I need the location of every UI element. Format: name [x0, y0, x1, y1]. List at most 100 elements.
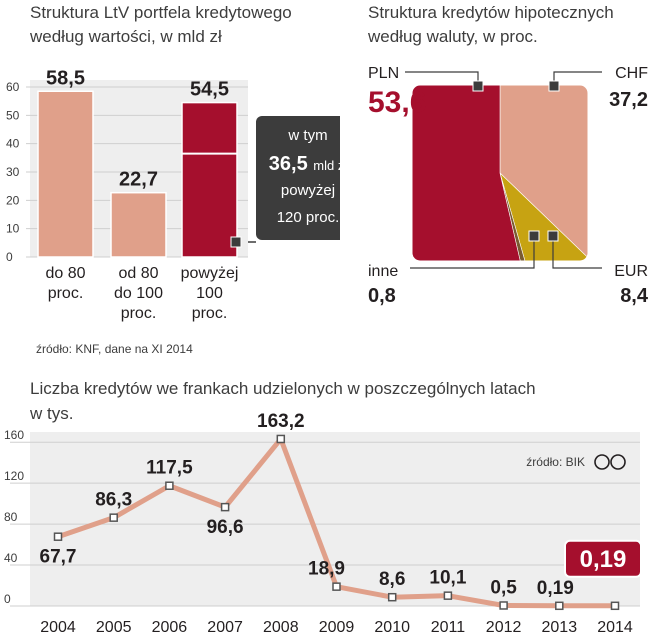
x-tick-label: 2010 — [374, 619, 410, 636]
bar-ytick-label: 0 — [6, 250, 13, 264]
bar-chart-title: Struktura LtV portfela kredytowego — [30, 3, 292, 22]
highlight-value-label: 0,19 — [580, 546, 627, 573]
pln-marker — [472, 80, 484, 92]
cc-icon-p — [610, 454, 626, 470]
bar-ytick-label: 60 — [6, 80, 20, 94]
chf-loans-line-chart-panel: Liczba kredytów we frankach udzielonych … — [0, 370, 652, 640]
currency-pie-chart-panel: Struktura kredytów hipotecznych według w… — [340, 0, 652, 370]
chf-label: CHF — [615, 65, 648, 82]
data-value-label: 163,2 — [257, 411, 305, 432]
x-tick-label: 2006 — [152, 619, 188, 636]
callout-box — [256, 116, 340, 240]
highlight-label-box — [564, 539, 642, 578]
line-chart-ylabel: w tys. — [30, 404, 74, 423]
bar — [181, 101, 238, 258]
x-tick-label: 2008 — [263, 619, 299, 636]
pie-slice-inne — [499, 172, 549, 261]
data-point — [220, 502, 230, 512]
x-tick-label: 2007 — [207, 619, 243, 636]
bar-category-label: powyżej — [181, 265, 239, 282]
line-ytick-label: 160 — [4, 428, 24, 442]
inne-marker — [528, 230, 540, 242]
callout-line3: powyżej — [281, 182, 335, 199]
bar-value-label: 54,5 — [190, 79, 229, 101]
callout-line4: 120 proc. — [277, 209, 340, 226]
line-ytick-label: 120 — [4, 469, 24, 483]
bar — [37, 90, 94, 258]
line-ytick-label: 40 — [4, 551, 18, 565]
cc-icon-c — [594, 454, 610, 470]
pie-frame — [411, 84, 589, 262]
pie-slices — [412, 85, 588, 261]
inne-value: 0,8 — [368, 285, 396, 307]
bar — [110, 191, 167, 258]
bar-category-label: od 80 — [118, 265, 158, 282]
data-point — [53, 532, 63, 541]
bar-ytick-label: 10 — [6, 222, 20, 236]
ltv-bar-chart-panel: Struktura LtV portfela kredytowego wedłu… — [0, 0, 340, 370]
callout-unit: mld zł — [313, 158, 340, 173]
line-ytick-label: 80 — [4, 510, 18, 524]
eur-value: 8,4 — [620, 285, 649, 307]
bar-ytick-label: 40 — [6, 137, 20, 151]
bar-category-label: do 100 — [114, 285, 163, 302]
pln-label: PLN — [368, 65, 399, 82]
data-point — [555, 601, 564, 611]
data-value-label: 67,7 — [40, 547, 77, 568]
bar-value-label: 58,5 — [46, 67, 85, 89]
data-value-label: 117,5 — [146, 458, 193, 479]
data-value-label: 10,1 — [429, 568, 466, 589]
pln-leader — [405, 71, 479, 85]
data-point — [332, 582, 341, 591]
data-value-label: 0,5 — [490, 577, 517, 598]
pie-slice-eur — [499, 172, 588, 261]
line-chart-source: źródło: BIK — [526, 455, 585, 469]
x-tick-label: 2009 — [319, 619, 355, 636]
chf-leader — [553, 71, 602, 85]
x-tick-label: 2013 — [542, 619, 578, 636]
data-point — [109, 513, 118, 522]
inne-label: inne — [368, 263, 398, 280]
x-tick-label: 2005 — [96, 619, 132, 636]
data-value-label: 18,9 — [308, 559, 345, 580]
callout-value-line: 36,5 mld zł — [269, 153, 340, 175]
data-point — [443, 591, 453, 600]
bar-value-label: 22,7 — [119, 169, 158, 191]
data-point — [610, 601, 620, 611]
bar-ytick-label: 20 — [6, 193, 20, 207]
data-point — [276, 434, 286, 444]
bar-chart-subtitle: według wartości, w mld zł — [30, 27, 222, 46]
bar-category-label: proc. — [48, 285, 84, 302]
pie-chart-plot: PLN 53,6 CHF 37,2 EUR 8,4 inne 0,8 — [368, 65, 649, 307]
bar-ytick-label: 30 — [6, 165, 20, 179]
data-value-label: 8,6 — [379, 569, 405, 590]
pie-chart-title: Struktura kredytów hipotecznych — [368, 3, 614, 22]
data-value-label: 0,19 — [537, 578, 574, 599]
x-tick-label: 2014 — [597, 619, 633, 636]
data-point — [499, 601, 508, 610]
data-value-label: 96,6 — [207, 517, 244, 538]
data-value-label: 86,3 — [95, 490, 132, 511]
chf-value: 37,2 — [609, 89, 648, 111]
line-chart-title: Liczba kredytów we frankach udzielonych … — [30, 379, 536, 398]
line-chart-plot: 0 40 80 120 160 źródło: BIK 2004 67,7 2005 86,3 20… — [4, 411, 642, 636]
x-tick-label: 2012 — [486, 619, 522, 636]
bar-category-label: proc. — [192, 305, 228, 322]
inne-leader — [410, 237, 535, 269]
pln-value: 53,6 — [368, 86, 426, 119]
pie-chart-subtitle: według waluty, w proc. — [368, 27, 538, 46]
bar-ytick-label: 50 — [6, 108, 20, 122]
data-point — [165, 481, 174, 490]
bar-category-label: proc. — [121, 305, 157, 322]
x-tick-label: 2004 — [40, 619, 76, 636]
callout-value: 36,5 — [269, 153, 313, 175]
eur-label: EUR — [614, 263, 648, 280]
eur-leader — [552, 237, 602, 269]
bar-category-label: 100 — [196, 285, 223, 302]
data-point — [387, 592, 397, 602]
bar-category-label: do 80 — [45, 265, 85, 282]
eur-marker — [547, 230, 559, 242]
bar-chart-plot: 0 10 20 30 40 50 60 58,5 do 80 proc. 22,7 od 80 do 1… — [6, 67, 340, 322]
bar-chart-source: źródło: KNF, dane na XI 2014 — [36, 342, 193, 356]
callout-line1: w tym — [287, 127, 327, 144]
